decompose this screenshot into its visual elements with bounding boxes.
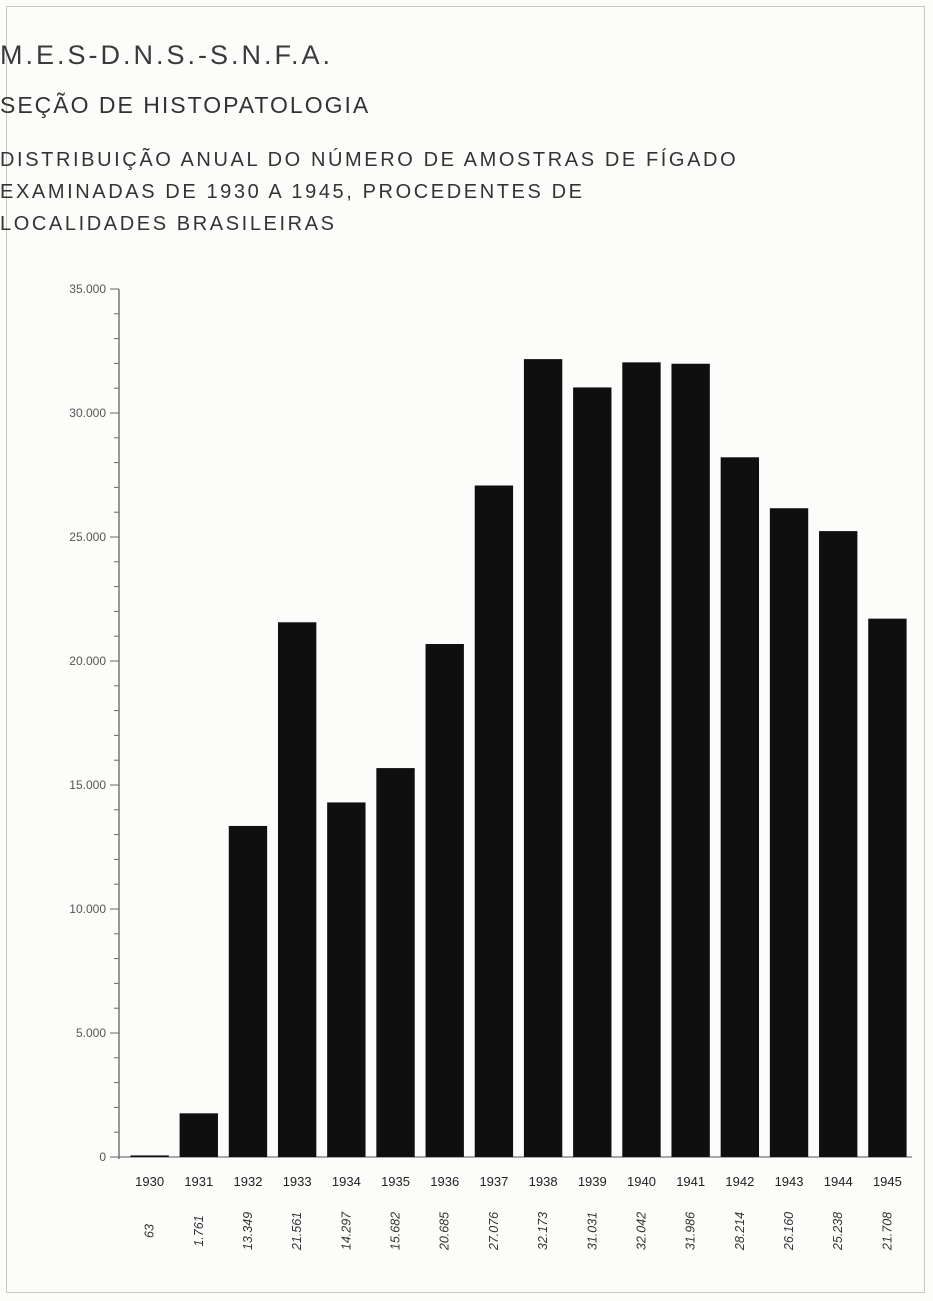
bar-1941 bbox=[671, 363, 710, 1157]
data-label: 15.682 bbox=[389, 1212, 403, 1250]
data-label: 13.349 bbox=[241, 1212, 255, 1250]
y-tick-label: 15.000 bbox=[69, 778, 106, 792]
x-tick-label: 1945 bbox=[873, 1174, 902, 1189]
data-label: 21.561 bbox=[290, 1212, 304, 1251]
x-tick-label: 1932 bbox=[234, 1174, 263, 1189]
data-label: 26.160 bbox=[782, 1212, 796, 1251]
data-label: 1.761 bbox=[192, 1215, 206, 1246]
data-label: 25.238 bbox=[831, 1212, 845, 1251]
bar-1935 bbox=[376, 768, 415, 1157]
bar-1939 bbox=[573, 387, 612, 1157]
bar-1936 bbox=[425, 644, 464, 1157]
y-tick-label: 35.000 bbox=[69, 282, 106, 296]
x-tick-label: 1933 bbox=[283, 1174, 312, 1189]
x-tick-label: 1936 bbox=[430, 1174, 459, 1189]
x-tick-label: 1939 bbox=[578, 1174, 607, 1189]
chart-title-line-2: EXAMINADAS DE 1930 A 1945, PROCEDENTES D… bbox=[0, 181, 585, 203]
x-tick-label: 1937 bbox=[479, 1174, 508, 1189]
x-tick-label: 1940 bbox=[627, 1174, 656, 1189]
x-tick-label: 1931 bbox=[184, 1174, 213, 1189]
data-label: 32.173 bbox=[536, 1212, 550, 1250]
chart-title-line-1: DISTRIBUIÇÃO ANUAL DO NÚMERO DE AMOSTRAS… bbox=[0, 149, 739, 171]
bar-1944 bbox=[819, 531, 858, 1157]
bar-1940 bbox=[622, 362, 661, 1157]
bar-1930 bbox=[130, 1155, 169, 1157]
bar-1945 bbox=[868, 618, 907, 1157]
data-label: 21.708 bbox=[880, 1212, 894, 1251]
page-border bbox=[6, 6, 925, 1293]
bar-1933 bbox=[277, 622, 317, 1157]
data-label: 14.297 bbox=[339, 1211, 353, 1250]
bar-1938 bbox=[523, 359, 563, 1157]
x-tick-label: 1935 bbox=[381, 1174, 410, 1189]
y-tick-label: 10.000 bbox=[69, 902, 106, 916]
data-label: 31.031 bbox=[585, 1212, 599, 1250]
data-label: 20.685 bbox=[438, 1212, 452, 1251]
bar-1934 bbox=[327, 802, 366, 1157]
x-tick-label: 1938 bbox=[529, 1174, 558, 1189]
chart-title: DISTRIBUIÇÃO ANUAL DO NÚMERO DE AMOSTRAS… bbox=[0, 144, 933, 240]
x-tick-label: 1941 bbox=[676, 1174, 705, 1189]
chart-title-line-3: LOCALIDADES BRASILEIRAS bbox=[0, 213, 337, 235]
bar-1943 bbox=[769, 508, 809, 1157]
bar-1937 bbox=[474, 485, 514, 1157]
bar-1942 bbox=[720, 457, 760, 1157]
y-tick-label: 0 bbox=[99, 1150, 106, 1164]
chart-header-org: M.E.S-D.N.S.-S.N.F.A. bbox=[0, 40, 334, 70]
bar-1932 bbox=[228, 825, 268, 1157]
y-tick-label: 30.000 bbox=[69, 406, 106, 420]
y-tick-label: 25.000 bbox=[69, 530, 106, 544]
x-tick-label: 1934 bbox=[332, 1174, 361, 1189]
bar-1931 bbox=[179, 1113, 218, 1157]
data-label: 32.042 bbox=[634, 1212, 648, 1250]
y-tick-label: 20.000 bbox=[69, 654, 106, 668]
data-label: 28.214 bbox=[733, 1212, 747, 1251]
x-tick-label: 1942 bbox=[725, 1174, 754, 1189]
data-label: 63 bbox=[143, 1224, 157, 1238]
data-label: 31.986 bbox=[684, 1212, 698, 1250]
x-tick-label: 1944 bbox=[824, 1174, 853, 1189]
x-tick-label: 1930 bbox=[135, 1174, 164, 1189]
y-tick-label: 5.000 bbox=[76, 1026, 106, 1040]
x-tick-label: 1943 bbox=[775, 1174, 804, 1189]
chart-header-section: SEÇÃO DE HISTOPATOLOGIA bbox=[0, 92, 371, 118]
data-label: 27.076 bbox=[487, 1212, 501, 1251]
